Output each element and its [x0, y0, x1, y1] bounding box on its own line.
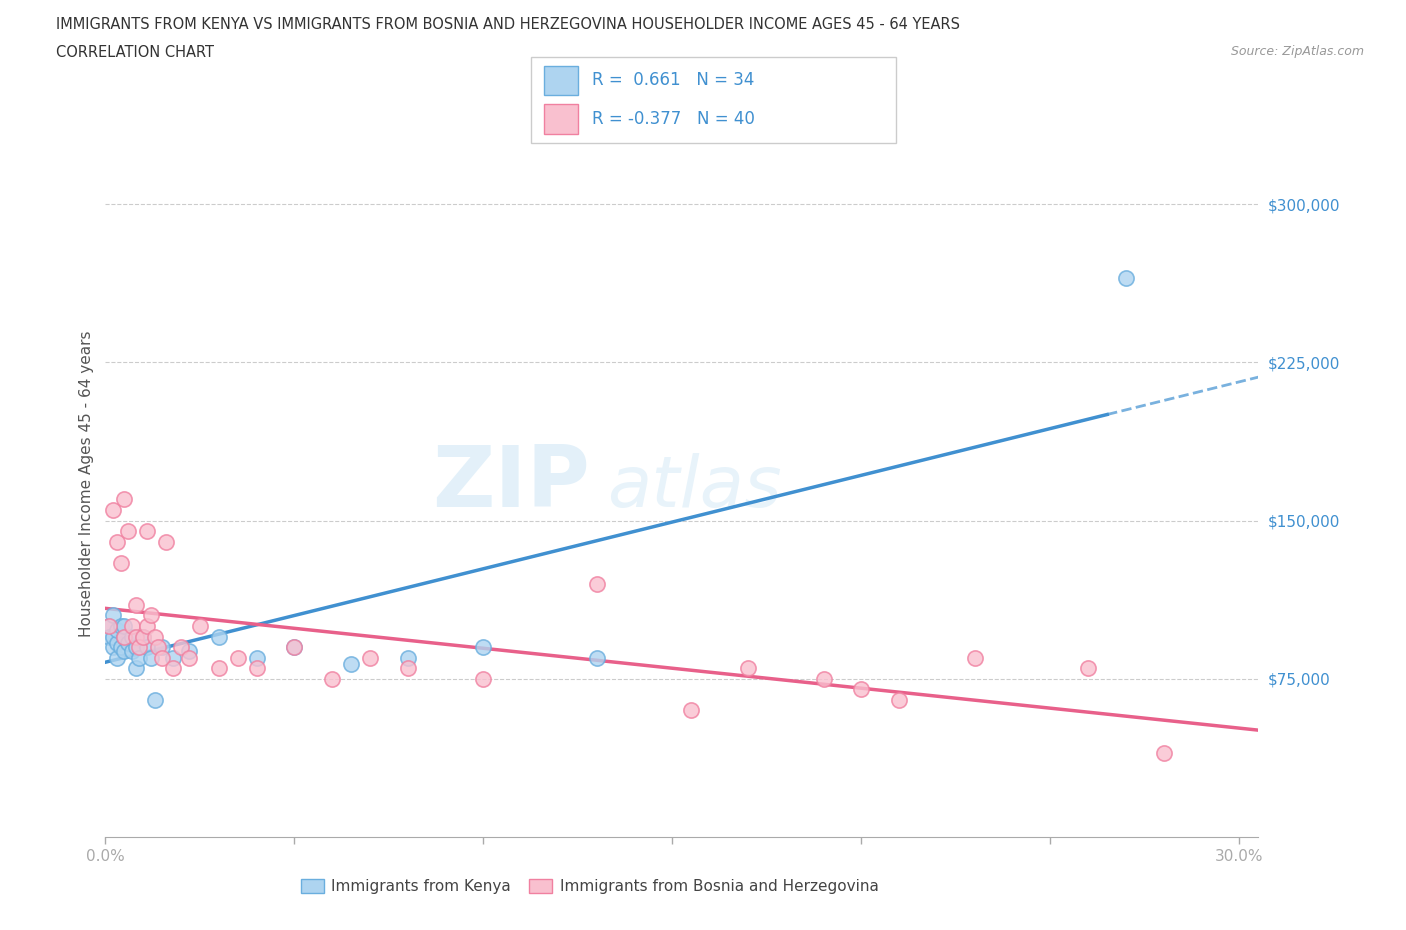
Point — [112, 629, 135, 644]
Point — [246, 650, 269, 665]
Point — [101, 640, 124, 655]
Point — [125, 661, 148, 676]
Point — [143, 629, 166, 644]
Point — [121, 644, 143, 658]
Point — [117, 524, 139, 538]
Text: R = -0.377   N = 40: R = -0.377 N = 40 — [592, 110, 755, 128]
Point — [101, 608, 124, 623]
Point — [188, 618, 211, 633]
Text: Source: ZipAtlas.com: Source: ZipAtlas.com — [1230, 45, 1364, 58]
Point — [128, 650, 150, 665]
Point — [155, 534, 177, 549]
Point — [396, 650, 419, 665]
Point — [125, 597, 148, 612]
Point — [128, 640, 150, 655]
Point — [136, 618, 159, 633]
Point — [136, 640, 159, 655]
Point — [105, 635, 128, 650]
Text: R =  0.661   N = 34: R = 0.661 N = 34 — [592, 71, 755, 89]
Point — [162, 661, 184, 676]
Point — [737, 661, 759, 676]
Point — [101, 502, 124, 517]
Point — [851, 682, 873, 697]
Point — [105, 534, 128, 549]
Point — [177, 644, 200, 658]
Point — [963, 650, 986, 665]
Bar — [544, 104, 578, 134]
Point — [132, 629, 155, 644]
Point — [150, 640, 173, 655]
Text: ZIP: ZIP — [432, 442, 589, 525]
Point — [125, 640, 148, 655]
Point — [283, 640, 305, 655]
Point — [98, 618, 121, 633]
Text: CORRELATION CHART: CORRELATION CHART — [56, 45, 214, 60]
Point — [150, 650, 173, 665]
Point — [246, 661, 269, 676]
Point — [112, 618, 135, 633]
Point — [472, 640, 495, 655]
Point — [148, 640, 170, 655]
Point — [112, 492, 135, 507]
Point — [472, 671, 495, 686]
Point — [121, 629, 143, 644]
Point — [112, 629, 135, 644]
Point — [121, 618, 143, 633]
Point — [125, 629, 148, 644]
Point — [110, 640, 132, 655]
Point — [396, 661, 419, 676]
Y-axis label: Householder Income Ages 45 - 64 years: Householder Income Ages 45 - 64 years — [79, 330, 94, 637]
Point — [110, 555, 132, 570]
Point — [359, 650, 381, 665]
Text: IMMIGRANTS FROM KENYA VS IMMIGRANTS FROM BOSNIA AND HERZEGOVINA HOUSEHOLDER INCO: IMMIGRANTS FROM KENYA VS IMMIGRANTS FROM… — [56, 17, 960, 32]
Point — [117, 635, 139, 650]
Point — [1115, 271, 1137, 286]
Point — [586, 650, 609, 665]
Point — [177, 650, 200, 665]
Point — [139, 608, 162, 623]
Point — [321, 671, 343, 686]
Point — [112, 644, 135, 658]
Point — [208, 661, 231, 676]
Bar — [544, 65, 578, 95]
Point — [101, 629, 124, 644]
Point — [1077, 661, 1099, 676]
Point — [170, 640, 193, 655]
FancyBboxPatch shape — [531, 57, 896, 143]
Point — [143, 693, 166, 708]
Legend: Immigrants from Kenya, Immigrants from Bosnia and Herzegovina: Immigrants from Kenya, Immigrants from B… — [294, 872, 884, 900]
Point — [110, 618, 132, 633]
Point — [1153, 745, 1175, 760]
Point — [105, 650, 128, 665]
Point — [340, 657, 363, 671]
Point — [105, 623, 128, 638]
Text: atlas: atlas — [607, 453, 782, 522]
Point — [586, 577, 609, 591]
Point — [132, 629, 155, 644]
Point — [136, 524, 159, 538]
Point — [98, 629, 121, 644]
Point — [226, 650, 249, 665]
Point — [98, 618, 121, 633]
Point — [813, 671, 835, 686]
Point — [208, 629, 231, 644]
Point — [889, 693, 911, 708]
Point — [139, 650, 162, 665]
Point — [283, 640, 305, 655]
Point — [162, 650, 184, 665]
Point — [681, 703, 703, 718]
